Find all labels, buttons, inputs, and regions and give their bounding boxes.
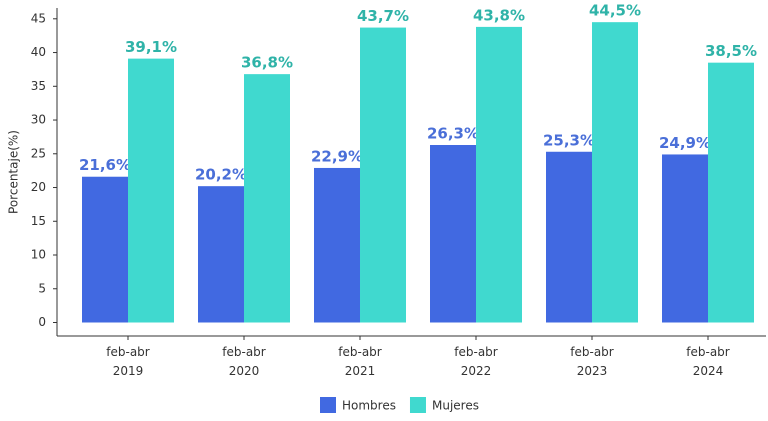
- value-label: 38,5%: [705, 42, 757, 60]
- value-label: 20,2%: [195, 166, 247, 184]
- bar: [314, 167, 360, 323]
- value-label: 43,7%: [357, 7, 409, 25]
- value-label: 44,5%: [589, 2, 641, 20]
- y-tick-label: 0: [38, 315, 46, 329]
- value-label: 43,8%: [473, 6, 525, 24]
- bar: [592, 22, 638, 323]
- y-tick-label: 30: [31, 113, 46, 127]
- y-tick-label: 15: [31, 214, 46, 228]
- y-tick-label: 5: [38, 281, 46, 295]
- bar: [662, 154, 708, 323]
- legend-label: Hombres: [342, 399, 396, 413]
- value-label: 21,6%: [79, 156, 131, 174]
- y-tick-label: 20: [31, 180, 46, 194]
- y-tick-label: 45: [31, 11, 46, 25]
- legend-swatch: [409, 397, 426, 413]
- bar: [198, 186, 244, 323]
- bar: [476, 26, 522, 323]
- bar: [430, 145, 476, 323]
- x-tick-label: feb-abr 2020: [222, 345, 266, 378]
- value-label: 24,9%: [659, 134, 711, 152]
- legend-label: Mujeres: [432, 399, 479, 413]
- y-axis-label: Porcentaje(%): [7, 130, 21, 214]
- x-tick-label: feb-abr 2024: [686, 345, 730, 378]
- value-label: 26,3%: [427, 125, 479, 143]
- y-tick-label: 40: [31, 45, 46, 59]
- value-label: 25,3%: [543, 131, 595, 149]
- bar: [546, 151, 592, 323]
- y-tick-label: 25: [31, 146, 46, 160]
- x-tick-label: feb-abr 2019: [106, 345, 150, 378]
- value-label: 36,8%: [241, 54, 293, 72]
- bar: [244, 74, 290, 323]
- legend-swatch: [320, 397, 336, 413]
- bar: [82, 176, 128, 323]
- y-tick-label: 10: [31, 248, 46, 262]
- bar: [128, 58, 174, 323]
- bar: [708, 62, 754, 323]
- value-label: 22,9%: [311, 147, 363, 165]
- value-label: 39,1%: [125, 38, 177, 56]
- x-tick-label: feb-abr 2023: [570, 345, 614, 378]
- y-tick-label: 35: [31, 79, 46, 93]
- bar: [360, 27, 406, 323]
- x-tick-label: feb-abr 2022: [454, 345, 498, 378]
- x-tick-label: feb-abr 2021: [338, 345, 382, 378]
